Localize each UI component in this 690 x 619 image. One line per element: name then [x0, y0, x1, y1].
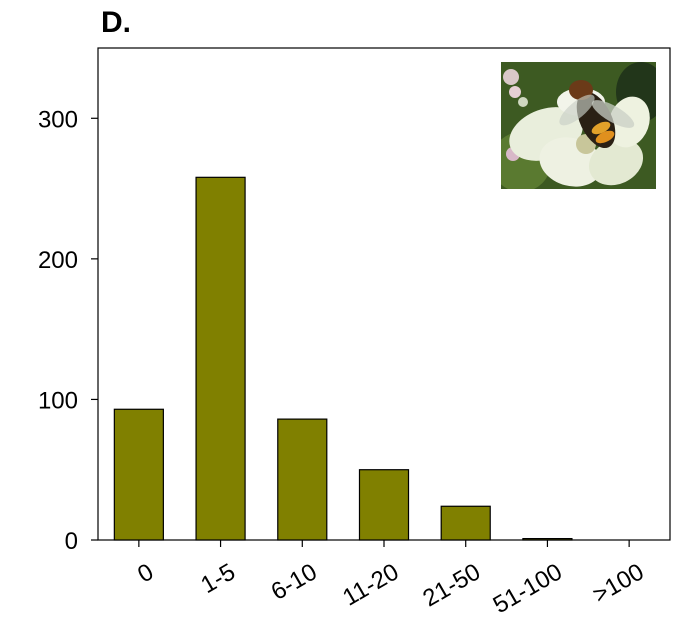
- y-tick-label-100: 100: [38, 387, 78, 414]
- y-tick-label-300: 300: [38, 106, 78, 133]
- bar-0: [113, 408, 164, 541]
- bar-4: [440, 505, 491, 541]
- x-tick-label-3: 11-20: [338, 558, 403, 611]
- panel-label: D.: [101, 6, 131, 39]
- x-tick-label-2: 6-10: [267, 558, 322, 605]
- x-tick-label-1: 1-5: [196, 558, 240, 599]
- y-axis-ticks: 0 100 200 300: [38, 106, 98, 555]
- hoverfly-photo-inset: [501, 62, 656, 189]
- x-tick-label-4: 21-50: [418, 558, 485, 612]
- x-tick-label-6: >100: [588, 558, 648, 608]
- y-tick-label-200: 200: [38, 247, 78, 274]
- bar-5: [522, 537, 573, 541]
- x-tick-label-5: 51-100: [489, 558, 567, 619]
- bar-3: [358, 469, 410, 541]
- bar-2: [277, 418, 328, 541]
- hoverfly-on-white-flower-icon: [501, 62, 656, 189]
- y-tick-label-0: 0: [65, 528, 78, 555]
- x-axis-ticks: 0 1-5 6-10 11-20 21-50 51-100 >100: [133, 540, 649, 619]
- bar-1: [195, 176, 246, 541]
- chart-bars: [113, 176, 573, 541]
- x-tick-label-0: 0: [133, 558, 158, 588]
